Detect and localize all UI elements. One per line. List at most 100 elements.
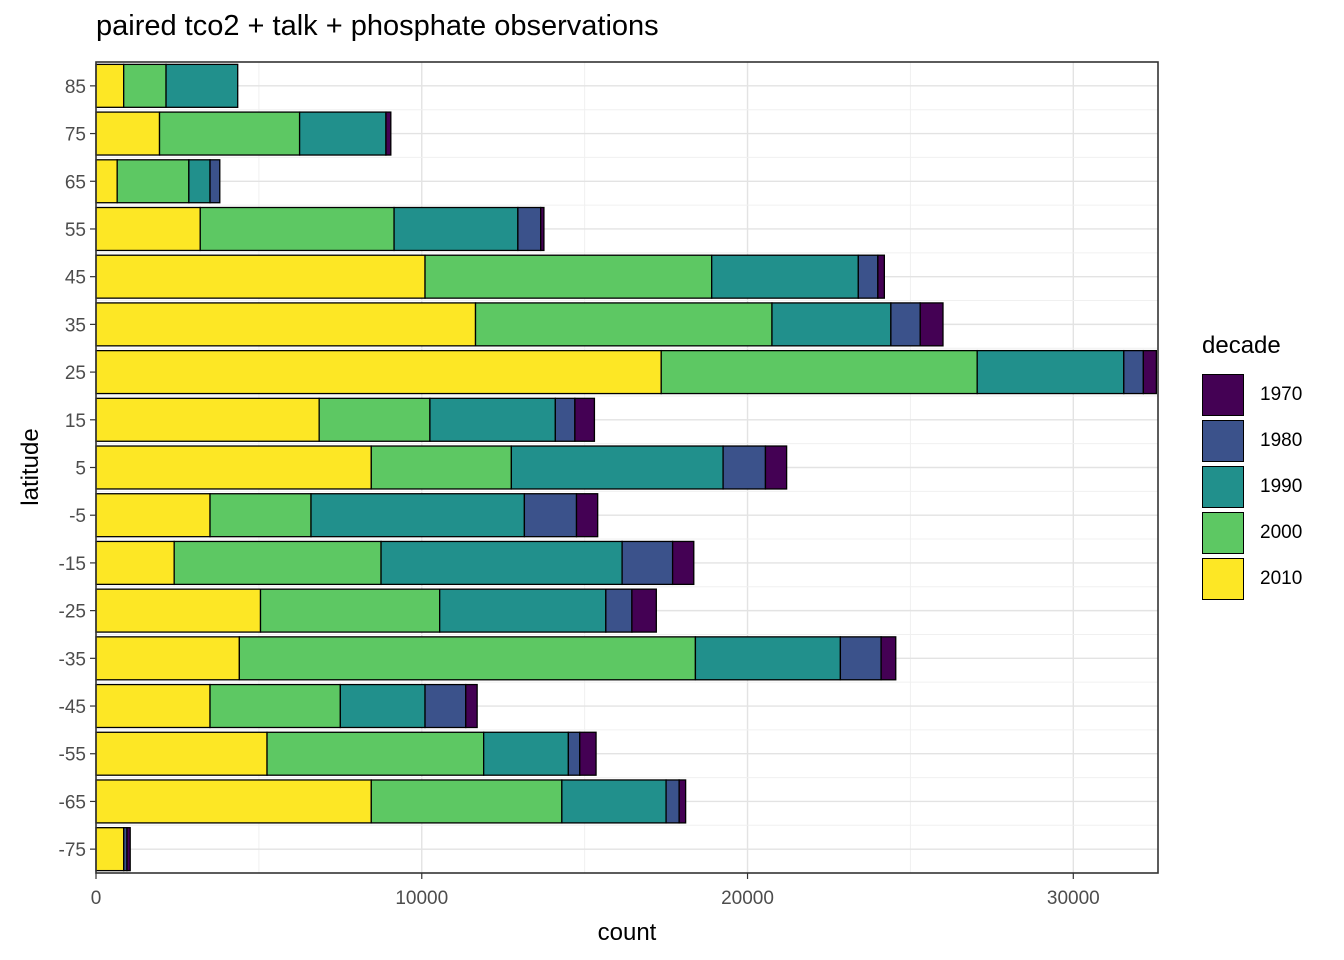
bar-segment-1980-lat-45 (857, 254, 879, 299)
bar-segment-1990-lat--65 (561, 779, 667, 824)
bar-segment-1980-lat--35 (839, 636, 882, 681)
bar-segment-2010-lat-5 (95, 445, 372, 490)
y-tick-label: -55 (59, 745, 86, 766)
bar-segment-1990-lat-65 (188, 159, 211, 204)
bar-segment-2010-lat-55 (95, 206, 201, 252)
y-tick-label: -15 (59, 554, 86, 575)
bar-segment-1970-lat--35 (880, 636, 897, 681)
bar-segment-2010-lat--5 (95, 493, 211, 538)
bar-segment-2000-lat--25 (259, 588, 441, 633)
bar-segment-1970-lat-45 (877, 254, 886, 299)
bar-segment-1990-lat-85 (165, 63, 239, 108)
x-axis-ticks: 0 10000 20000 30000 (91, 873, 1100, 909)
bar-segment-2000-lat-45 (424, 254, 713, 299)
bar-segment-1980-lat-35 (890, 302, 921, 347)
bar-segment-1970-lat--65 (678, 779, 687, 824)
bar-segment-1970-lat--25 (631, 588, 657, 633)
x-tick-label: 20000 (721, 888, 774, 909)
y-tick-label: -65 (59, 792, 86, 813)
bar-segment-1980-lat-65 (209, 159, 221, 204)
bar-segment-1970-lat--5 (575, 493, 599, 538)
bar-segment-2010-lat--55 (95, 731, 268, 776)
y-tick-label: 85 (65, 77, 86, 98)
y-tick-label: -75 (59, 840, 86, 861)
legend-label: 1970 (1260, 384, 1303, 405)
y-tick-label: 25 (65, 363, 86, 384)
legend-swatch (1202, 420, 1244, 462)
y-tick-label: 15 (65, 411, 86, 432)
bar-segment-2010-lat--65 (95, 779, 372, 824)
bar-segment-1990-lat-55 (393, 206, 519, 252)
y-axis-ticks: 85 75 65 55 45 35 25 15 5 -5 -15 -25 -35 -45 -55 -65 -75 (59, 77, 96, 861)
bar-segment-1970-lat--15 (671, 540, 695, 586)
bar-segment-2000-lat--5 (209, 493, 312, 538)
x-axis-title: count (598, 919, 657, 946)
bar-segment-1970-lat-75 (385, 111, 392, 156)
bar-segment-2000-lat--45 (209, 683, 341, 729)
bar-segment-1990-lat-25 (976, 349, 1125, 395)
legend-items: 1970 1980 1990 2000 2010 (1202, 372, 1302, 602)
y-tick-label: -25 (59, 602, 86, 623)
bar-segment-1990-lat--55 (483, 731, 570, 776)
y-tick-label: 65 (65, 172, 86, 193)
bar-segment-1970-lat--45 (465, 683, 478, 729)
bar-segment-2010-lat-35 (95, 302, 477, 347)
bar-segment-1990-lat--25 (439, 588, 607, 633)
bar-segment-1980-lat--15 (621, 540, 674, 586)
y-tick-label: -45 (59, 697, 86, 718)
bar-segment-2000-lat-5 (370, 445, 513, 490)
bar-segment-2000-lat--55 (266, 731, 485, 776)
bar-segment-1980-lat-5 (722, 445, 767, 490)
bar-segment-1990-lat--35 (694, 636, 842, 681)
legend-item-1980: 1980 (1202, 418, 1302, 464)
bar-segment-1970-lat-25 (1142, 349, 1158, 395)
y-tick-label: 5 (75, 459, 86, 480)
chart-title: paired tco2 + talk + phosphate observati… (96, 10, 659, 42)
bar-segment-2000-lat-35 (474, 302, 773, 347)
legend-swatch (1202, 466, 1244, 508)
legend-label: 1980 (1260, 430, 1303, 451)
x-tick-label: 0 (91, 888, 102, 909)
x-tick-label: 10000 (395, 888, 448, 909)
y-tick-label: -5 (69, 506, 86, 527)
bar-segment-2010-lat-45 (95, 254, 426, 299)
bar-segment-1980-lat-55 (517, 206, 542, 252)
bar-segment-1990-lat-5 (510, 445, 724, 490)
bar-segment-2000-lat-15 (318, 397, 431, 442)
legend-item-1970: 1970 (1202, 372, 1302, 418)
y-tick-label: 35 (65, 315, 86, 336)
bar-segment-2000-lat-55 (199, 206, 395, 252)
bar-segment-1990-lat--45 (339, 683, 426, 729)
bar-segment-2010-lat-25 (95, 349, 662, 395)
legend-label: 1990 (1260, 476, 1303, 497)
bar-segment-1980-lat--25 (605, 588, 633, 633)
bar-segment-1980-lat--45 (424, 683, 467, 729)
y-tick-label: 75 (65, 125, 86, 146)
y-tick-label: -35 (59, 649, 86, 670)
bar-segment-2010-lat--75 (95, 827, 125, 872)
legend-swatch (1202, 374, 1244, 416)
legend-label: 2010 (1260, 568, 1303, 589)
bar-segment-1980-lat-25 (1123, 349, 1144, 395)
bar-segment-1990-lat--5 (310, 493, 526, 538)
bar-segment-2000-lat-75 (158, 111, 301, 156)
bar-segment-1990-lat-45 (711, 254, 859, 299)
legend-title: decade (1202, 332, 1281, 359)
bar-segment-2000-lat--15 (173, 540, 382, 586)
bar-segment-2010-lat--15 (95, 540, 175, 586)
bar-segment-1970-lat--55 (579, 731, 597, 776)
bar-segment-2000-lat--35 (238, 636, 697, 681)
bar-segment-2010-lat--25 (95, 588, 262, 633)
bar-segment-1970-lat--75 (126, 827, 131, 872)
legend-label: 2000 (1260, 522, 1303, 543)
bar-stack-layer (95, 63, 1158, 872)
legend-item-2010: 2010 (1202, 556, 1302, 602)
bar-segment-2010-lat-15 (95, 397, 320, 442)
legend-item-2000: 2000 (1202, 510, 1302, 556)
bar-segment-2000-lat-85 (123, 63, 167, 108)
bar-segment-2000-lat--65 (370, 779, 563, 824)
legend-swatch (1202, 558, 1244, 600)
y-axis-title: latitude (17, 428, 44, 505)
bar-segment-1980-lat--65 (665, 779, 680, 824)
